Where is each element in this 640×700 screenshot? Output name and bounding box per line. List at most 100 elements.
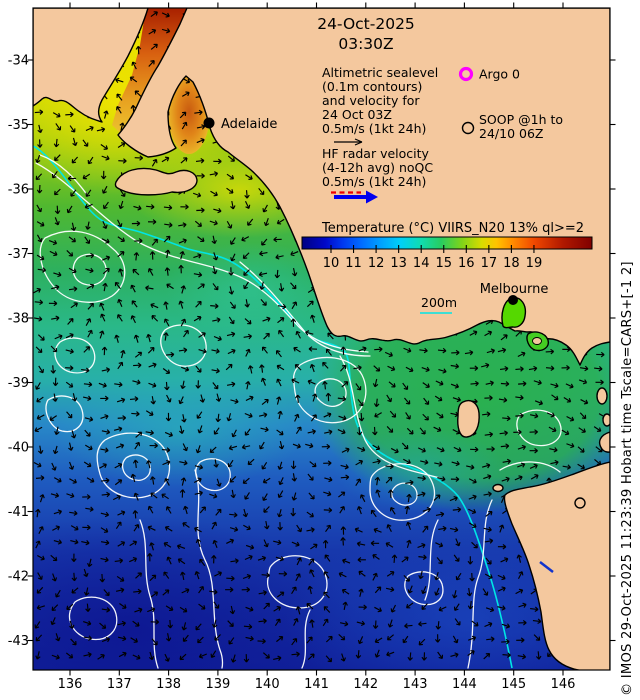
lat-tick-label: -36	[8, 183, 29, 198]
velocity-arrow	[593, 426, 602, 432]
velocity-arrow	[65, 111, 74, 118]
velocity-arrow	[34, 109, 44, 115]
velocity-arrow	[417, 491, 426, 497]
velocity-arrow	[36, 396, 44, 403]
velocity-arrow	[148, 651, 155, 661]
velocity-arrow	[181, 588, 190, 594]
velocity-arrow	[71, 572, 78, 582]
velocity-arrow	[193, 315, 202, 322]
velocity-arrow	[452, 635, 459, 644]
velocity-arrow	[85, 252, 95, 259]
velocity-arrow	[245, 606, 254, 612]
velocity-arrow	[165, 506, 172, 514]
velocity-arrow	[471, 620, 479, 627]
velocity-arrow	[36, 414, 45, 420]
velocity-arrow	[386, 634, 394, 641]
velocity-arrow	[163, 571, 170, 579]
velocity-arrow	[163, 332, 169, 341]
velocity-arrow	[87, 156, 94, 165]
velocity-arrow	[291, 541, 300, 547]
velocity-arrow	[307, 473, 314, 481]
velocity-arrow	[469, 365, 479, 371]
velocity-arrow	[291, 492, 297, 501]
velocity-arrow	[517, 571, 524, 579]
velocity-arrow	[117, 510, 126, 516]
velocity-arrow	[372, 620, 379, 629]
velocity-arrow	[66, 250, 74, 257]
velocity-arrow	[178, 425, 185, 434]
velocity-arrow	[450, 476, 460, 482]
velocity-arrow	[37, 124, 43, 134]
velocity-arrow	[150, 619, 160, 625]
velocity-arrow	[214, 571, 223, 577]
velocity-arrow	[102, 220, 108, 229]
velocity-arrow	[198, 585, 204, 594]
velocity-arrow	[244, 299, 250, 308]
velocity-arrow	[355, 383, 362, 391]
velocity-arrow	[419, 347, 428, 354]
colorbar-title: Temperature (°C) VIIRS_N20 13% ql>=2	[321, 221, 584, 236]
velocity-arrow	[247, 365, 254, 374]
velocity-arrow	[243, 281, 249, 290]
velocity-arrow	[179, 653, 187, 661]
velocity-arrow	[53, 539, 63, 545]
velocity-arrow	[50, 365, 56, 374]
velocity-arrow	[339, 621, 349, 627]
velocity-arrow	[577, 446, 585, 453]
velocity-arrow	[391, 554, 398, 563]
velocity-arrow	[33, 287, 41, 294]
velocity-arrow	[66, 493, 75, 499]
velocity-arrow	[340, 464, 349, 470]
velocity-arrow	[245, 381, 251, 390]
velocity-arrow	[193, 253, 202, 259]
velocity-arrow	[196, 138, 205, 144]
velocity-arrow	[422, 413, 429, 421]
velocity-arrow	[102, 255, 111, 261]
velocity-arrow	[310, 543, 318, 550]
velocity-arrow	[199, 394, 206, 403]
velocity-arrow	[213, 427, 220, 435]
velocity-arrow	[244, 190, 250, 199]
velocity-arrow	[359, 494, 366, 503]
velocity-arrow	[579, 365, 589, 372]
velocity-arrow	[101, 607, 111, 613]
velocity-arrow	[484, 621, 493, 628]
velocity-arrow	[133, 205, 142, 211]
velocity-arrow	[407, 652, 413, 661]
velocity-arrow	[501, 623, 511, 629]
velocity-arrow	[213, 459, 219, 468]
velocity-arrow	[513, 429, 522, 435]
lon-tick-label: 142	[353, 677, 378, 692]
velocity-arrow	[210, 190, 218, 197]
velocity-arrow	[213, 158, 222, 165]
velocity-arrow	[85, 444, 93, 451]
velocity-arrow	[546, 412, 555, 418]
velocity-arrow	[181, 414, 187, 423]
velocity-arrow	[324, 429, 333, 435]
velocity-arrow	[193, 272, 203, 278]
velocity-arrow	[500, 443, 510, 449]
velocity-arrow	[278, 477, 284, 486]
velocity-arrow	[468, 478, 477, 484]
velocity-arrow	[148, 60, 155, 67]
velocity-arrow	[68, 286, 78, 292]
lon-tick-label: 145	[501, 677, 526, 692]
velocity-arrow	[118, 651, 127, 658]
cold-deep-water	[33, 515, 360, 670]
velocity-arrow	[132, 459, 139, 469]
velocity-arrow	[181, 121, 188, 130]
velocity-arrow	[84, 429, 91, 437]
velocity-arrow	[435, 511, 445, 518]
velocity-arrow	[164, 653, 170, 662]
velocity-arrow	[179, 460, 188, 466]
velocity-arrow	[434, 571, 440, 581]
velocity-arrow	[498, 397, 508, 403]
velocity-arrow	[356, 541, 366, 547]
velocity-arrow	[243, 333, 252, 340]
velocity-arrow	[433, 494, 441, 501]
velocity-arrow	[245, 174, 253, 180]
velocity-arrow	[263, 332, 270, 340]
velocity-arrow	[37, 445, 44, 454]
altimetric-line: 24 Oct 03Z	[322, 107, 392, 122]
velocity-arrow	[470, 446, 479, 453]
